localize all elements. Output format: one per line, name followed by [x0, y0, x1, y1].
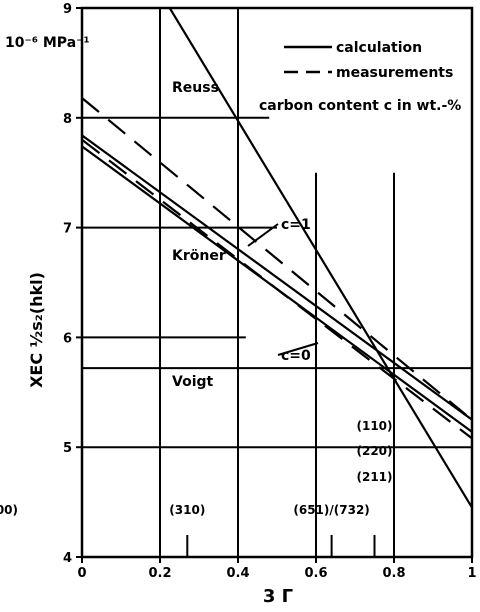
y-unit-label: 10⁻⁶ MPa⁻¹ [5, 35, 90, 51]
x-tick-label: 0.6 [304, 566, 327, 581]
c1-label: c=1 [281, 217, 311, 233]
legend-calculation: calculation [336, 40, 422, 56]
calculation-line-c1 [82, 134, 472, 421]
plot-frame [80, 6, 474, 559]
grid-lines [82, 8, 472, 557]
hkl-markers: (200) (310) (651)/(732) (211) (220) (110) [0, 419, 393, 557]
legend-note: carbon content c in wt.-% [259, 98, 461, 114]
pointer-line [247, 223, 279, 247]
x-tick-label: 0.4 [226, 566, 249, 581]
hkl-label: (220) [356, 444, 392, 458]
reuss-line [168, 8, 472, 509]
voigt-label: Voigt [172, 374, 214, 390]
x-tick-label: 0 [77, 566, 86, 581]
y-axis-label: XEC ½s₂(hkl) [27, 272, 46, 388]
hkl-label: (110) [356, 419, 392, 433]
measurements-line-c0 [82, 138, 472, 440]
axis-ticks: 0 0.2 0.4 0.6 0.8 1 4 5 6 7 8 9 [63, 2, 477, 581]
hkl-label: (200) [0, 503, 18, 517]
x-tick-label: 0.2 [148, 566, 171, 581]
y-tick-label: 4 [63, 551, 72, 566]
y-tick-label: 8 [63, 112, 72, 127]
reuss-label: Reuss [172, 80, 219, 96]
legend: calculation measurements carbon content … [259, 40, 461, 114]
hkl-label: (211) [356, 470, 392, 484]
kroner-label: Kröner [172, 248, 226, 264]
hkl-label: (651)/(732) [293, 503, 369, 517]
y-tick-label: 5 [63, 441, 72, 456]
legend-measurements: measurements [336, 65, 453, 81]
pointer-line [277, 342, 319, 356]
data-series [82, 8, 472, 509]
x-tick-label: 0.8 [382, 566, 405, 581]
y-tick-label: 7 [63, 222, 72, 237]
x-tick-label: 1 [467, 566, 476, 581]
measurements-line-c1 [82, 97, 472, 421]
y-tick-label: 9 [63, 2, 72, 17]
hkl-label: (310) [169, 503, 205, 517]
annotation-pointers [247, 223, 319, 356]
y-tick-label: 6 [63, 331, 72, 346]
x-axis-label: 3 Γ [263, 586, 293, 607]
